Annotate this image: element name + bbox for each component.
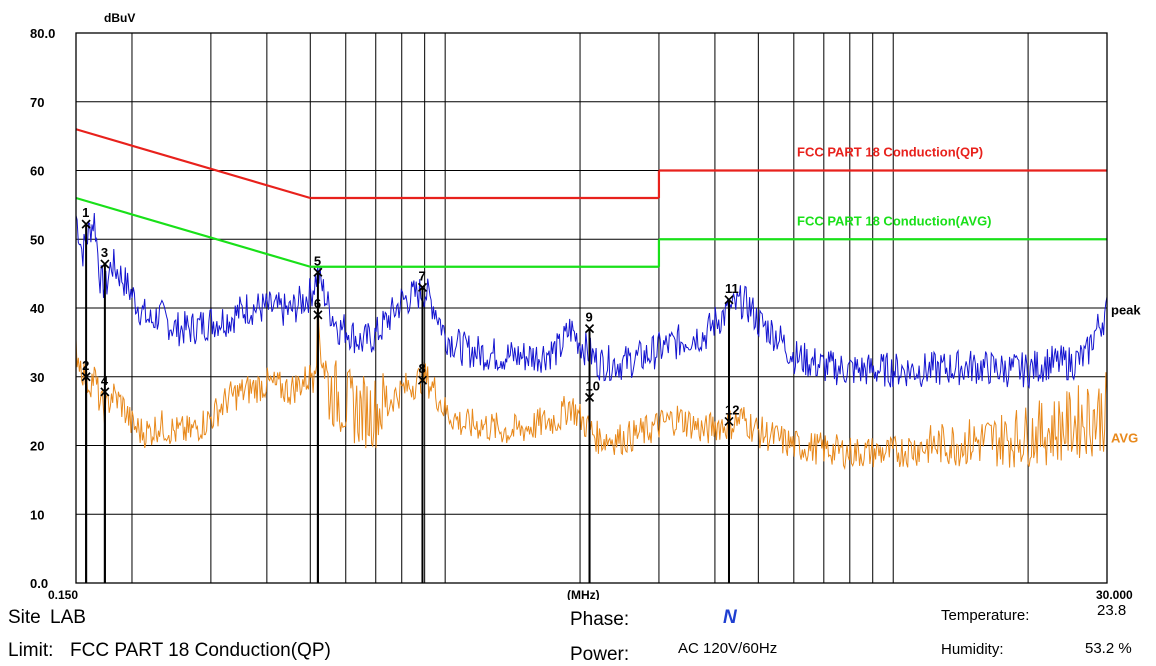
y-tick-label: 0.0 — [30, 576, 48, 591]
phase-label: Phase: — [570, 609, 630, 630]
marker-x — [100, 259, 110, 269]
marker-x — [417, 282, 428, 292]
marker-label: 10 — [586, 378, 600, 393]
site-value: LAB — [50, 607, 86, 628]
y-tick-label: 40 — [30, 301, 44, 316]
marker-label: 7 — [418, 268, 425, 283]
humidity-label: Humidity: — [941, 641, 1004, 658]
trace-label-avg: AVG — [1111, 431, 1138, 446]
marker-x — [417, 375, 428, 385]
marker-label: 9 — [586, 310, 593, 325]
site-label: Site — [8, 607, 41, 628]
marker-x — [81, 372, 91, 382]
limit-segment — [75, 196, 311, 268]
x-tick-label: 30.000 — [1096, 588, 1133, 600]
humidity-value: 53.2 % — [1085, 640, 1132, 657]
marker-x — [584, 324, 595, 334]
chart-grid — [76, 33, 1107, 583]
phase-value: N — [723, 607, 737, 628]
temperature-label: Temperature: — [941, 607, 1030, 624]
x-tick-label: 0.150 — [48, 588, 78, 600]
plot-frame — [75, 32, 1108, 584]
marker-label: 8 — [418, 361, 425, 376]
marker-x — [81, 219, 91, 229]
marker-label: 3 — [101, 245, 108, 260]
marker-x — [724, 295, 734, 305]
limit-label: Limit: — [8, 640, 54, 661]
limit-segment — [75, 128, 311, 200]
marker-label: 6 — [314, 296, 321, 311]
marker-label: 4 — [101, 373, 109, 388]
marker-label: 2 — [82, 358, 89, 373]
marker-x — [313, 267, 323, 277]
marker-x — [724, 416, 734, 427]
x-axis-unit: (MHz) — [567, 588, 600, 600]
y-tick-label: 50 — [30, 232, 44, 247]
power-label: Power: — [570, 644, 630, 665]
limit-lines — [75, 128, 1107, 268]
chart-labels: 0.0 10 20 30 40 50 60 70 80.0 dBuV 0.150 30.000 (MHz… — [30, 11, 1141, 600]
y-tick-label: 80.0 — [30, 26, 55, 41]
marker-x — [584, 392, 595, 402]
marker-label: 11 — [725, 281, 739, 296]
y-tick-label: 70 — [30, 95, 44, 110]
chart-traces — [75, 212, 1108, 471]
limit-label-qp: FCC PART 18 Conduction(QP) — [797, 145, 983, 160]
marker-x — [100, 387, 110, 397]
marker-x — [313, 310, 323, 320]
marker-label: 12 — [725, 402, 739, 417]
power-value: AC 120V/60Hz — [678, 640, 778, 657]
marker-label: 1 — [82, 205, 89, 220]
limit-value: FCC PART 18 Conduction(QP) — [70, 640, 331, 661]
marker-label: 5 — [314, 253, 321, 268]
trace-label-peak: peak — [1111, 302, 1141, 317]
y-axis-unit: dBuV — [104, 11, 135, 25]
trace-avg — [75, 287, 1108, 471]
y-tick-label: 30 — [30, 370, 44, 385]
trace-peak — [75, 212, 1108, 390]
temperature-value: 23.8 — [1097, 602, 1127, 619]
y-tick-label: 60 — [30, 164, 44, 179]
y-tick-label: 20 — [30, 439, 44, 454]
y-tick-label: 10 — [30, 507, 44, 522]
limit-label-avg: FCC PART 18 Conduction(AVG) — [797, 213, 992, 228]
